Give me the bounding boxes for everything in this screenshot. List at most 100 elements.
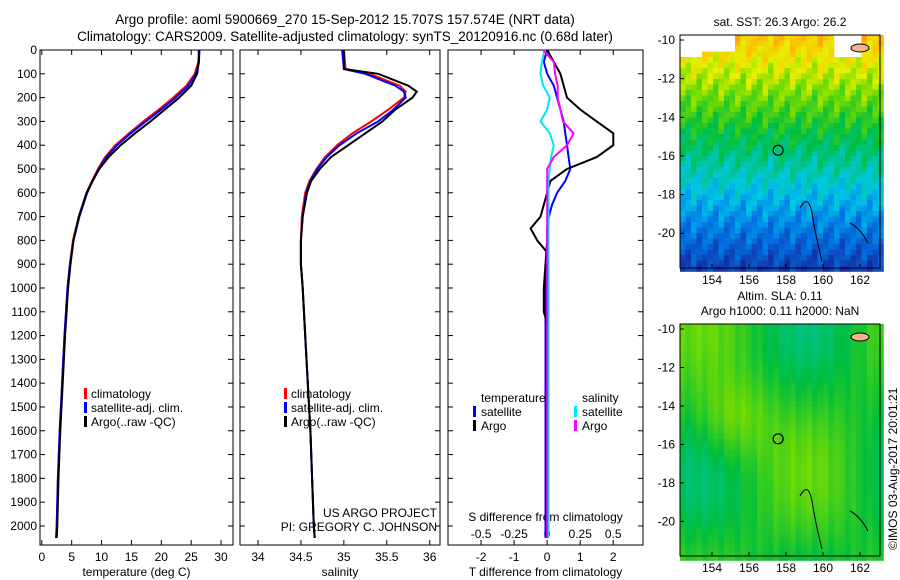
map-cell	[773, 533, 780, 539]
map-cell	[762, 117, 769, 124]
map-cell	[834, 73, 840, 80]
map-cell	[746, 172, 752, 179]
depth-tick-label: 1700	[10, 448, 37, 462]
map-cell	[817, 335, 824, 341]
map-cell	[691, 489, 697, 495]
map-cell	[867, 238, 873, 245]
map-cell	[784, 106, 791, 113]
map-lat-label: -10	[658, 322, 676, 336]
map-cell	[779, 401, 785, 407]
map-cell	[817, 472, 824, 479]
map-cell	[790, 445, 796, 451]
map-cell	[680, 489, 686, 495]
map-cell	[762, 362, 769, 369]
map-cell	[746, 68, 752, 74]
map-cell	[740, 244, 747, 250]
map-cell	[839, 555, 846, 561]
map-cell	[691, 227, 697, 234]
map-cell	[861, 346, 868, 352]
map-cell	[867, 373, 873, 380]
map-cell	[746, 428, 752, 435]
map-cell	[680, 233, 686, 239]
map-cell	[691, 544, 697, 550]
map-cell	[685, 90, 692, 96]
legend-swatch	[84, 416, 87, 427]
map-cell	[834, 205, 840, 212]
map-cell	[691, 172, 697, 179]
map-cell	[718, 395, 725, 402]
map-cell	[713, 324, 719, 330]
map-cell	[735, 216, 741, 223]
map-cell	[751, 340, 758, 347]
map-cell	[872, 439, 879, 446]
map-cell	[790, 351, 796, 358]
map-cell	[872, 150, 879, 157]
map-cell	[762, 156, 769, 162]
map-cell	[702, 260, 708, 267]
map-cell	[740, 533, 747, 539]
map-cell	[845, 472, 851, 479]
map-cell	[801, 417, 807, 424]
map-cell	[850, 266, 857, 272]
map-cell	[801, 516, 807, 523]
map-cell	[691, 145, 697, 151]
map-cell	[878, 79, 884, 85]
map-cell	[856, 357, 862, 363]
map-cell	[817, 167, 824, 173]
map-cell	[823, 222, 829, 228]
map-cell	[817, 445, 824, 451]
map-cell	[839, 128, 846, 135]
map-cell	[861, 249, 868, 256]
map-cell	[762, 57, 769, 63]
map-cell	[801, 84, 807, 91]
map-cell	[762, 401, 769, 407]
map-cell	[839, 244, 846, 250]
map-cell	[718, 439, 725, 446]
map-cell	[784, 101, 791, 107]
map-cell	[850, 412, 857, 418]
map-cell	[773, 483, 780, 490]
map-cell	[817, 406, 824, 413]
map-cell	[784, 205, 791, 212]
map-cell	[795, 90, 802, 96]
map-cell	[828, 249, 835, 256]
map-cell	[834, 417, 840, 424]
map-cell	[795, 216, 802, 223]
map-cell	[713, 511, 719, 517]
map-cell	[696, 445, 703, 451]
map-cell	[773, 511, 780, 517]
map-cell	[757, 522, 763, 528]
map-cell	[790, 406, 796, 413]
map-lat-label: -14	[658, 110, 676, 124]
map-cell	[823, 260, 829, 267]
map-cell	[707, 329, 714, 336]
map-cell	[762, 505, 769, 512]
map-cell	[790, 478, 796, 484]
map-cell	[713, 390, 719, 396]
map-cell	[801, 395, 807, 402]
map-cell	[691, 238, 697, 245]
map-cell	[740, 161, 747, 168]
map-cell	[795, 123, 802, 129]
map-cell	[784, 216, 791, 223]
map-cell	[861, 167, 868, 173]
x-tick-label: 25	[184, 550, 198, 564]
map-cell	[680, 205, 686, 212]
map-cell	[867, 544, 873, 550]
map-cell	[795, 255, 802, 261]
map-cell	[801, 483, 807, 490]
map-cell	[850, 450, 857, 457]
credit-project: US ARGO PROJECT	[323, 506, 438, 520]
map-cell	[872, 266, 879, 272]
map-cell	[713, 516, 719, 523]
map-cell	[685, 401, 692, 407]
map-cell	[823, 244, 829, 250]
map-cell	[729, 244, 736, 250]
map-cell	[856, 200, 862, 206]
map-cell	[696, 373, 703, 380]
map-cell	[757, 373, 763, 380]
map-cell	[801, 167, 807, 173]
map-cell	[850, 527, 857, 534]
map-cell	[702, 494, 708, 501]
map-cell	[696, 406, 703, 413]
